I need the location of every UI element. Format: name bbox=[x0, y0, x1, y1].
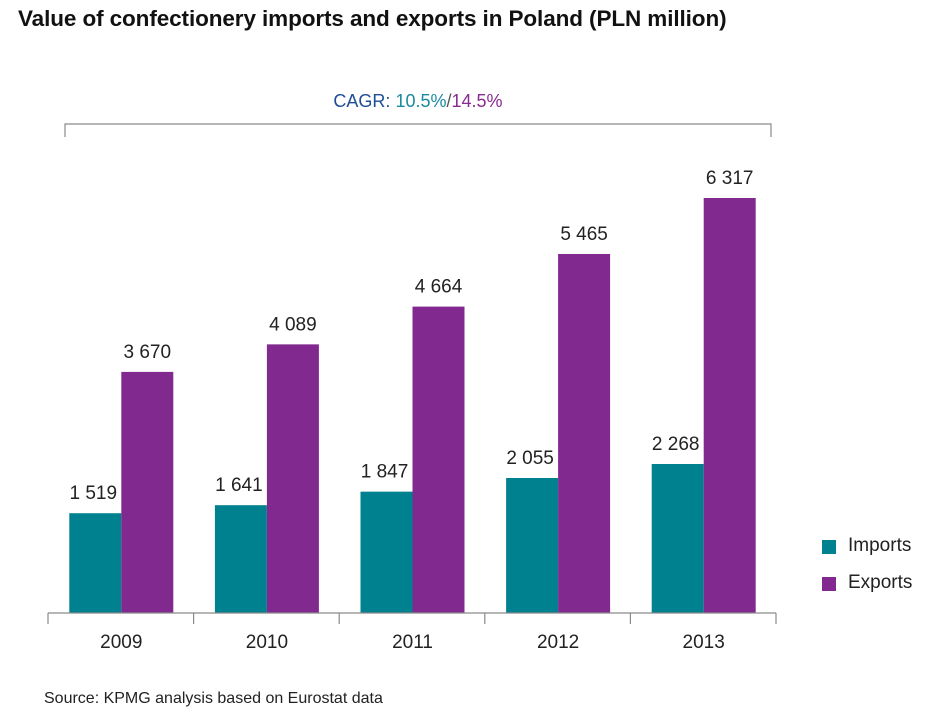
data-label-imports-2013: 2 268 bbox=[652, 434, 700, 455]
chart-title: Value of confectionery imports and expor… bbox=[18, 6, 727, 31]
bar-exports-2010 bbox=[266, 344, 319, 613]
data-label-imports-2011: 1 847 bbox=[361, 462, 409, 483]
cagr-exports-value: 14.5% bbox=[451, 91, 503, 111]
x-axis: 2009 2010 2011 2012 2013 bbox=[47, 612, 777, 653]
bar-imports-2009 bbox=[69, 513, 122, 613]
bar-imports-2013 bbox=[651, 464, 704, 613]
x-tick-label-2009: 2009 bbox=[100, 632, 142, 653]
bar-exports-2013 bbox=[703, 198, 756, 613]
legend-label-imports: Imports bbox=[848, 535, 912, 556]
data-label-imports-2010: 1 641 bbox=[215, 475, 263, 496]
legend-label-exports: Exports bbox=[848, 572, 913, 593]
data-label-exports-2013: 6 317 bbox=[706, 168, 754, 189]
x-tick-label-2012: 2012 bbox=[537, 632, 579, 653]
data-label-exports-2011: 4 664 bbox=[415, 277, 463, 298]
legend-swatch-exports bbox=[822, 577, 836, 591]
bar-imports-2011 bbox=[360, 491, 413, 613]
bar-exports-2011 bbox=[412, 306, 465, 613]
bar-imports-2012 bbox=[506, 477, 559, 613]
cagr-separator: / bbox=[446, 91, 452, 111]
data-label-exports-2010: 4 089 bbox=[269, 314, 317, 335]
cagr-imports-value: 10.5% bbox=[395, 91, 447, 111]
source-note: Source: KPMG analysis based on Eurostat … bbox=[44, 690, 383, 707]
x-tick-label-2010: 2010 bbox=[246, 632, 288, 653]
legend-swatch-imports bbox=[822, 540, 836, 554]
x-tick-label-2013: 2013 bbox=[683, 632, 725, 653]
data-label-exports-2009: 3 670 bbox=[124, 342, 172, 363]
bar-imports-2010 bbox=[214, 505, 267, 613]
x-tick-label-2011: 2011 bbox=[392, 632, 433, 653]
data-label-exports-2012: 5 465 bbox=[560, 224, 608, 245]
cagr-annotation: CAGR: 10.5%/14.5% bbox=[268, 91, 568, 112]
cagr-label: CAGR: bbox=[333, 91, 391, 111]
cagr-bracket bbox=[64, 123, 772, 137]
bar-exports-2009 bbox=[121, 371, 174, 613]
data-label-imports-2009: 1 519 bbox=[70, 483, 118, 504]
data-label-imports-2012: 2 055 bbox=[506, 448, 554, 469]
bars-group: 1 519 3 670 1 641 4 089 1 847 4 664 2 055 5 465… bbox=[69, 168, 756, 613]
bar-exports-2012 bbox=[558, 253, 611, 613]
